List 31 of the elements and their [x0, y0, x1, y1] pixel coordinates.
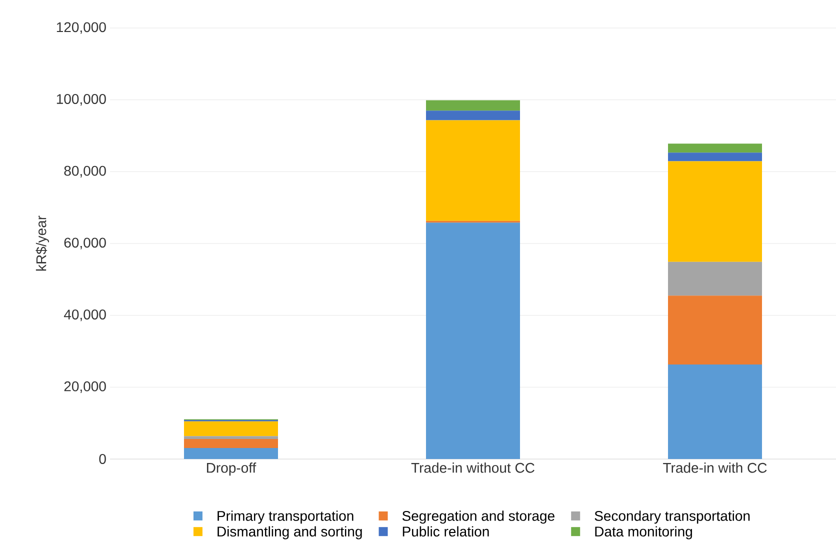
y-tick-label: 0 [99, 454, 106, 464]
bar [668, 161, 762, 262]
bar [668, 296, 762, 365]
bar [184, 421, 278, 436]
bar [426, 100, 520, 111]
legend-label: Secondary transportation [594, 510, 750, 524]
x-tick-label: Trade-in without CC [411, 462, 534, 473]
bar [184, 439, 278, 448]
x-tick-label: Trade-in with CC [663, 462, 767, 473]
bar [426, 110, 520, 120]
bar [184, 448, 278, 459]
legend-label: Dismantling and sorting [218, 526, 362, 540]
y-tick-label: 120,000 [56, 22, 106, 34]
bar [426, 222, 520, 459]
x-tick-label: Drop-off [206, 462, 256, 476]
y-tick-label: 100,000 [56, 94, 106, 106]
y-axis-title: kR$/year [36, 216, 49, 271]
bar [668, 144, 762, 153]
bar [668, 152, 762, 162]
bar [668, 262, 762, 296]
legend-label: Public relation [402, 526, 489, 537]
y-tick-label: 80,000 [64, 166, 106, 178]
y-tick-label: 60,000 [64, 238, 106, 250]
legend-label: Segregation and storage [402, 510, 554, 524]
legend-label: Data monitoring [595, 526, 692, 540]
legend-label: Primary transportation [218, 510, 354, 524]
y-tick-label: 20,000 [64, 381, 106, 393]
bar [668, 364, 762, 459]
bar [184, 436, 278, 440]
bar [426, 120, 520, 221]
y-tick-label: 40,000 [64, 310, 106, 322]
